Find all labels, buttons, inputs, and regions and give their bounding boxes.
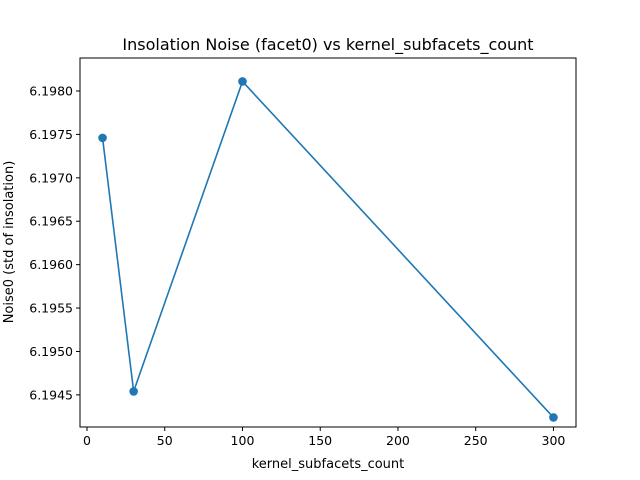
y-tick-label: 6.1950 xyxy=(29,344,73,359)
x-tick-label: 100 xyxy=(231,433,255,448)
x-tick-label: 300 xyxy=(542,433,566,448)
y-axis: 6.1945 6.1950 6.1955 6.1960 6.1965 6.1970 6.19… xyxy=(29,83,80,402)
x-axis-label: kernel_subfacets_count xyxy=(252,457,405,472)
x-axis: 0 50 100 150 200 250 300 xyxy=(83,427,565,448)
y-tick-label: 6.1960 xyxy=(29,257,73,272)
data-point xyxy=(98,133,107,143)
x-tick-label: 150 xyxy=(308,433,332,448)
axes-frame xyxy=(79,57,577,428)
x-tick-label: 250 xyxy=(464,433,488,448)
x-tick-label: 0 xyxy=(83,433,91,448)
y-tick-label: 6.1980 xyxy=(29,83,73,98)
y-tick-label: 6.1965 xyxy=(29,214,73,229)
plot-area xyxy=(98,77,558,422)
y-tick-label: 6.1945 xyxy=(29,387,73,402)
data-point xyxy=(238,77,247,86)
series-line xyxy=(101,80,555,419)
x-tick-label: 50 xyxy=(157,433,173,448)
y-tick-label: 6.1955 xyxy=(29,301,73,316)
y-tick-label: 6.1975 xyxy=(29,127,73,142)
x-tick-label: 200 xyxy=(386,433,410,448)
y-tick-label: 6.1970 xyxy=(29,170,73,185)
data-point xyxy=(129,387,138,396)
chart-title: Insolation Noise (facet0) vs kernel_subf… xyxy=(122,35,533,55)
data-point xyxy=(549,413,558,422)
y-axis-label: Noise0 (std of insolation) xyxy=(2,161,17,324)
